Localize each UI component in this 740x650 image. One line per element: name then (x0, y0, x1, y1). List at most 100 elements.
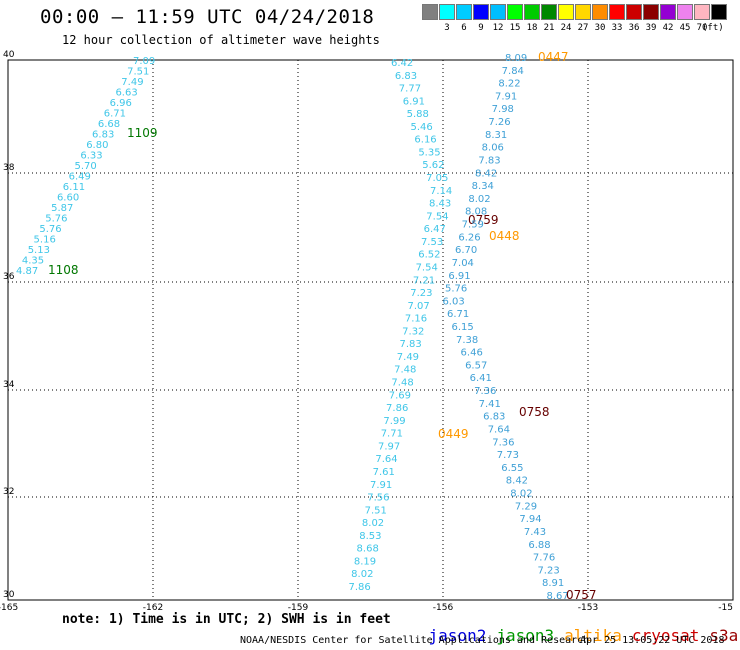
track-value-label: 7.49 (397, 352, 419, 363)
scale-swatch (711, 4, 727, 20)
scale-label: 42 (662, 23, 674, 33)
track-value-label: 7.49 (121, 77, 143, 88)
track-time-label: 1108 (48, 263, 79, 277)
track-value-label: 7.16 (405, 314, 427, 325)
track-value-label: 7.21 (413, 275, 435, 286)
scale-label: 3 (444, 23, 450, 33)
track-value-label: 6.03 (442, 296, 464, 307)
track-value-label: 7.64 (488, 424, 510, 435)
track-value-label: 6.70 (455, 245, 477, 256)
scale-label: 24 (560, 23, 572, 33)
scale-swatch (490, 4, 506, 20)
track-value-label: 7.97 (378, 441, 400, 452)
track-value-label: 6.16 (414, 135, 436, 146)
track-value-label: 4.35 (22, 256, 44, 267)
map-frame (7, 59, 734, 601)
scale-label: 36 (628, 23, 640, 33)
page-title: 00:00 – 11:59 UTC 04/24/2018 (40, 6, 375, 28)
scale-swatch (694, 4, 710, 20)
scale-swatch (439, 4, 455, 20)
scale-swatch (643, 4, 659, 20)
track-value-label: 8.09 (505, 53, 527, 64)
latitude-tick-label: 40 (3, 50, 15, 60)
longitude-tick-label: -162 (143, 603, 163, 613)
track-value-label: 7.69 (389, 390, 411, 401)
latitude-tick-label: 36 (3, 272, 15, 282)
scale-swatch (677, 4, 693, 20)
track-value-label: 6.46 (461, 348, 483, 359)
track-value-label: 7.23 (410, 288, 432, 299)
track-value-label: 7.77 (399, 84, 421, 95)
track-value-label: 7.91 (370, 480, 392, 491)
track-value-label: 7.54 (416, 262, 438, 273)
track-value-label: 5.70 (75, 161, 97, 172)
scale-swatch (558, 4, 574, 20)
track-value-label: 7.14 (430, 186, 452, 197)
scale-label: 30 (594, 23, 606, 33)
track-value-label: 7.29 (515, 501, 537, 512)
track-value-label: 6.63 (115, 88, 137, 99)
track-value-label: 4.87 (16, 266, 38, 277)
track-value-label: 7.99 (383, 416, 405, 427)
credit-line: NOAA/NESDIS Center for Satellite Applica… (240, 635, 590, 646)
track-value-label: 8.42 (475, 168, 497, 179)
scale-label: 33 (611, 23, 623, 33)
scale-label: 6 (461, 23, 467, 33)
track-value-label: 7.56 (367, 493, 389, 504)
track-value-label: 7.54 (426, 211, 448, 222)
longitude-tick-label: -159 (288, 603, 309, 613)
track-value-label: 8.06 (482, 143, 504, 154)
track-value-label: 8.02 (510, 489, 532, 500)
track-value-label: 7.83 (478, 155, 500, 166)
track-value-label: 7.36 (474, 386, 496, 397)
track-value-label: 6.60 (57, 193, 79, 204)
track-value-label: 6.88 (528, 540, 550, 551)
track-time-label: 0448 (489, 229, 520, 243)
legend-cryosat: cryosat (631, 626, 700, 645)
scale-swatch (626, 4, 642, 20)
track-value-label: 8.68 (357, 544, 379, 555)
longitude-tick-label: -153 (578, 603, 598, 613)
scale-swatch (592, 4, 608, 20)
track-value-label: 8.02 (351, 569, 373, 580)
scale-swatch (609, 4, 625, 20)
longitude-tick-label: -156 (433, 603, 454, 613)
track-value-label: 6.83 (92, 130, 114, 141)
scale-swatch (524, 4, 540, 20)
track-value-label: 8.02 (362, 518, 384, 529)
track-value-label: 7.64 (375, 454, 397, 465)
track-time-label: 0447 (538, 50, 569, 64)
track-value-label: 6.47 (424, 224, 446, 235)
track-value-label: 7.43 (524, 527, 546, 538)
track-value-label: 8.08 (465, 207, 487, 218)
scale-label: 70 (696, 23, 708, 33)
track-time-label: 0759 (468, 213, 499, 227)
track-time-label: 1109 (127, 126, 158, 140)
scale-label: 9 (478, 23, 484, 33)
track-value-label: 7.48 (394, 365, 416, 376)
scale-unit: (ft) (702, 23, 724, 33)
track-value-label: 7.76 (533, 553, 555, 564)
track-value-label: 5.35 (418, 147, 440, 158)
track-value-label: 7.51 (127, 67, 149, 78)
scale-label: 18 (526, 23, 538, 33)
track-value-label: 7.32 (402, 326, 424, 337)
scale-label: 12 (492, 23, 504, 33)
track-value-label: 6.55 (501, 463, 523, 474)
track-value-label: 6.71 (447, 309, 469, 320)
track-value-label: 8.19 (354, 556, 376, 567)
legend-s3a: s3a (709, 626, 739, 645)
track-value-label: 7.04 (452, 258, 474, 269)
longitude-tick-label: -15 (718, 603, 733, 613)
track-value-label: 7.23 (537, 565, 559, 576)
track-value-label: 8.42 (506, 476, 528, 487)
satellite-legend: jason2 jason3 altika cryosat s3a (390, 607, 740, 650)
scale-label: 45 (679, 23, 691, 33)
track-value-label: 7.86 (349, 582, 371, 593)
track-value-label: 7.83 (399, 339, 421, 350)
track-value-label: 7.07 (408, 301, 430, 312)
track-value-label: 6.83 (395, 71, 417, 82)
track-value-label: 5.76 (39, 224, 61, 235)
scale-swatch (473, 4, 489, 20)
